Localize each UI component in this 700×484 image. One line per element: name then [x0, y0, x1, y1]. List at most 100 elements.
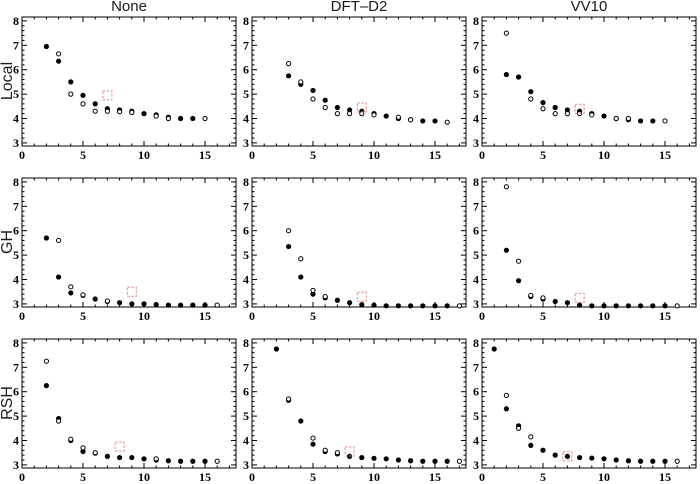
- data-point-open: [322, 104, 328, 111]
- axis-tick-labels: 0 5 10 15 3 4 5 6 7 8: [243, 14, 441, 162]
- x-tick-label: 5: [80, 470, 86, 484]
- y-tick-label: 5: [243, 409, 249, 423]
- data-point-filled: [650, 458, 656, 464]
- data-point-filled: [395, 303, 401, 309]
- y-tick-label: 8: [243, 14, 249, 28]
- y-tick-label: 8: [13, 14, 19, 28]
- y-tick-label: 3: [13, 458, 19, 472]
- data-point-filled: [395, 457, 401, 463]
- y-tick-label: 6: [243, 385, 249, 399]
- subplot-rsh-vv10: 0 5 10 15 3 4 5 6 7 8: [460, 322, 700, 484]
- data-point-filled: [68, 290, 74, 296]
- data-point-filled: [43, 43, 50, 50]
- data-point-open: [528, 96, 534, 102]
- data-point-open: [68, 284, 74, 290]
- data-point-filled: [202, 302, 208, 308]
- filled-circles-series: [43, 383, 208, 464]
- data-point-filled: [383, 303, 389, 309]
- plot-frame: [251, 16, 467, 147]
- data-point-filled: [650, 303, 656, 309]
- y-tick-label: 5: [243, 248, 249, 262]
- data-point-filled: [444, 458, 450, 464]
- highlight-square-marker: [562, 451, 573, 462]
- subplot-rsh-none: 0 5 10 15 3 4 5 6 7 8: [0, 322, 240, 484]
- filled-circles-series: [43, 235, 208, 308]
- open-circles-series: [503, 184, 680, 309]
- data-point-open: [56, 237, 62, 244]
- axis-ticks: [21, 339, 236, 468]
- data-point-filled: [153, 302, 159, 308]
- data-point-filled: [178, 458, 184, 464]
- x-tick-label: 10: [598, 309, 610, 323]
- data-point-filled: [638, 303, 644, 309]
- data-point-filled: [141, 301, 147, 307]
- data-point-open: [674, 458, 680, 464]
- data-point-open: [80, 101, 86, 107]
- data-point-filled: [577, 302, 583, 308]
- y-tick-label: 8: [13, 175, 19, 189]
- y-tick-label: 4: [13, 112, 19, 126]
- y-tick-label: 3: [473, 136, 479, 150]
- data-point-open: [214, 458, 220, 464]
- data-point-filled: [190, 115, 196, 122]
- data-point-filled: [638, 118, 644, 124]
- y-tick-label: 3: [13, 297, 19, 311]
- x-tick-label: 15: [429, 148, 441, 162]
- data-point-open: [92, 108, 98, 114]
- data-point-open: [56, 418, 62, 424]
- axis-ticks: [251, 17, 466, 146]
- open-circles-series: [286, 61, 450, 125]
- subplot-local-vv10: 0 5 10 15 3 4 5 6 7 8: [460, 0, 700, 162]
- x-tick-label: 5: [540, 309, 546, 323]
- data-point-open: [104, 108, 111, 114]
- x-tick-label: 5: [310, 148, 316, 162]
- y-tick-label: 7: [243, 360, 249, 374]
- data-point-open: [104, 298, 111, 304]
- data-point-open: [68, 91, 74, 97]
- data-point-filled: [383, 456, 389, 462]
- y-tick-label: 7: [473, 38, 479, 52]
- open-circles-series: [503, 392, 680, 464]
- x-tick-label: 5: [540, 470, 546, 484]
- data-point-open: [68, 436, 74, 442]
- y-tick-label: 7: [13, 199, 19, 213]
- data-point-open: [310, 435, 316, 441]
- data-point-filled: [662, 303, 668, 309]
- x-tick-label: 10: [138, 148, 150, 162]
- open-circles-series: [43, 358, 220, 464]
- data-point-filled: [516, 74, 522, 80]
- highlight-square-marker: [574, 103, 585, 114]
- data-point-filled: [613, 303, 619, 309]
- axis-ticks: [481, 17, 696, 146]
- data-point-open: [516, 425, 522, 431]
- y-tick-label: 6: [243, 63, 249, 77]
- data-point-filled: [638, 458, 644, 464]
- data-point-filled: [141, 456, 147, 462]
- data-point-filled: [117, 300, 123, 306]
- data-point-open: [540, 295, 546, 301]
- x-tick-label: 0: [249, 470, 255, 484]
- data-point-filled: [129, 301, 135, 307]
- data-point-filled: [347, 107, 353, 113]
- data-point-open: [528, 434, 534, 440]
- x-tick-label: 0: [479, 148, 485, 162]
- data-point-open: [310, 96, 316, 102]
- data-point-open: [165, 115, 171, 122]
- x-tick-label: 10: [138, 309, 150, 323]
- data-point-filled: [601, 113, 607, 119]
- data-point-filled: [334, 297, 340, 303]
- axis-tick-labels: 0 5 10 15 3 4 5 6 7 8: [473, 14, 671, 162]
- filled-circles-series: [503, 247, 668, 309]
- subplot-gh-vv10: 0 5 10 15 3 4 5 6 7 8: [460, 161, 700, 323]
- x-tick-label: 0: [249, 148, 255, 162]
- data-point-open: [444, 119, 450, 125]
- open-circles-series: [56, 51, 208, 122]
- highlight-series: [574, 292, 585, 303]
- data-point-filled: [359, 302, 365, 308]
- data-point-open: [298, 256, 304, 262]
- highlight-series: [562, 451, 573, 462]
- column-title-vv10: VV10: [570, 0, 608, 15]
- y-tick-label: 5: [13, 248, 19, 262]
- data-point-filled: [190, 458, 196, 464]
- axis-tick-labels: 0 5 10 15 3 4 5 6 7 8: [473, 175, 671, 323]
